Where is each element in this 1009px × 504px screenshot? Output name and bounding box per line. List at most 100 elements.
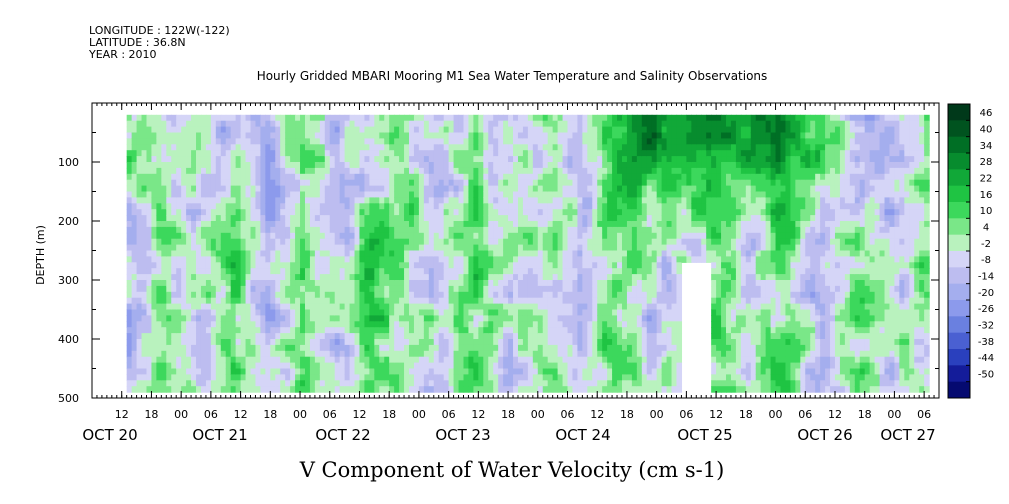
heatmap-cell: [537, 203, 544, 210]
heatmap-cell: [493, 386, 499, 393]
heatmap-cell: [295, 356, 301, 364]
heatmap-cell: [309, 150, 316, 157]
heatmap-cell: [275, 126, 281, 134]
heatmap-cell: [394, 179, 400, 187]
heatmap-cell: [300, 350, 306, 358]
heatmap-cell: [270, 226, 276, 234]
heatmap-cell: [161, 280, 167, 287]
heatmap-cell: [488, 297, 494, 305]
heatmap-cell: [245, 280, 252, 287]
heatmap-cell: [156, 179, 162, 187]
heatmap-cell: [418, 285, 425, 293]
heatmap-cell: [448, 297, 455, 305]
heatmap-cell: [453, 327, 460, 334]
heatmap-cell: [404, 309, 410, 316]
heatmap-cell: [265, 197, 271, 204]
heatmap-cell: [146, 333, 153, 340]
heatmap-cell: [146, 350, 153, 358]
heatmap-cell: [413, 315, 420, 322]
heatmap-cell: [265, 262, 271, 269]
heatmap-cell: [488, 291, 494, 299]
heatmap-cell: [379, 285, 385, 293]
heatmap-cell: [344, 303, 351, 311]
heatmap-cell: [582, 291, 588, 299]
heatmap-cell: [552, 221, 559, 228]
heatmap-cell: [156, 344, 162, 352]
heatmap-cell: [428, 221, 435, 228]
heatmap-cell: [166, 362, 172, 370]
heatmap-cell: [344, 268, 351, 275]
heatmap-cell: [636, 191, 643, 198]
heatmap-cell: [602, 150, 608, 157]
heatmap-cell: [522, 280, 529, 287]
heatmap-cell: [552, 268, 559, 275]
heatmap-cell: [285, 374, 291, 381]
heatmap-cell: [314, 291, 321, 299]
heatmap-cell: [171, 386, 177, 393]
heatmap-cell: [131, 126, 138, 134]
heatmap-cell: [260, 268, 266, 275]
heatmap-cell: [508, 114, 514, 122]
heatmap-cell: [493, 380, 499, 387]
heatmap-cell: [141, 285, 148, 293]
heatmap-cell: [542, 209, 549, 216]
heatmap-cell: [329, 120, 336, 128]
heatmap-cell: [473, 344, 479, 352]
heatmap-cell: [275, 291, 281, 299]
heatmap-cell: [339, 321, 346, 328]
heatmap-cell: [567, 226, 574, 234]
heatmap-cell: [394, 386, 400, 393]
heatmap-cell: [572, 232, 579, 240]
heatmap-cell: [364, 138, 370, 145]
heatmap-cell: [428, 386, 435, 393]
heatmap-cell: [423, 179, 430, 187]
heatmap-cell: [612, 368, 618, 375]
heatmap-cell: [636, 179, 643, 187]
heatmap-cell: [597, 221, 603, 228]
heatmap-cell: [176, 362, 182, 370]
heatmap-cell: [557, 232, 564, 240]
heatmap-cell: [537, 327, 544, 334]
heatmap-cell: [329, 339, 336, 346]
heatmap-cell: [621, 132, 628, 139]
heatmap-cell: [547, 350, 554, 358]
heatmap-cell: [631, 274, 638, 281]
heatmap-cell: [572, 256, 579, 263]
heatmap-cell: [265, 309, 271, 316]
heatmap-cell: [508, 344, 514, 352]
heatmap-cell: [250, 209, 257, 216]
heatmap-cell: [587, 226, 593, 234]
heatmap-cell: [443, 274, 450, 281]
heatmap-cell: [542, 156, 549, 163]
heatmap-cell: [314, 238, 321, 246]
heatmap-cell: [404, 221, 410, 228]
heatmap-cell: [557, 356, 564, 364]
heatmap-cell: [423, 221, 430, 228]
heatmap-cell: [191, 197, 197, 204]
heatmap-cell: [532, 303, 539, 311]
heatmap-cell: [399, 339, 405, 346]
heatmap-cell: [621, 238, 628, 246]
heatmap-cell: [220, 120, 227, 128]
heatmap-cell: [309, 167, 316, 175]
heatmap-cell: [181, 386, 187, 393]
heatmap-cell: [250, 203, 257, 210]
heatmap-cell: [151, 191, 157, 198]
heatmap-cell: [260, 386, 266, 393]
heatmap-cell: [364, 179, 370, 187]
heatmap-cell: [275, 173, 281, 181]
heatmap-cell: [280, 362, 286, 370]
heatmap-cell: [280, 197, 286, 204]
heatmap-cell: [314, 126, 321, 134]
heatmap-cell: [399, 291, 405, 299]
heatmap-cell: [562, 380, 569, 387]
heatmap-cell: [265, 238, 271, 246]
heatmap-cell: [582, 297, 588, 305]
heatmap-cell: [636, 262, 643, 269]
heatmap-cell: [404, 350, 410, 358]
heatmap-cell: [602, 144, 608, 151]
heatmap-cell: [374, 215, 380, 222]
heatmap-cell: [171, 291, 177, 299]
heatmap-cell: [582, 350, 588, 358]
heatmap-cell: [453, 167, 460, 175]
